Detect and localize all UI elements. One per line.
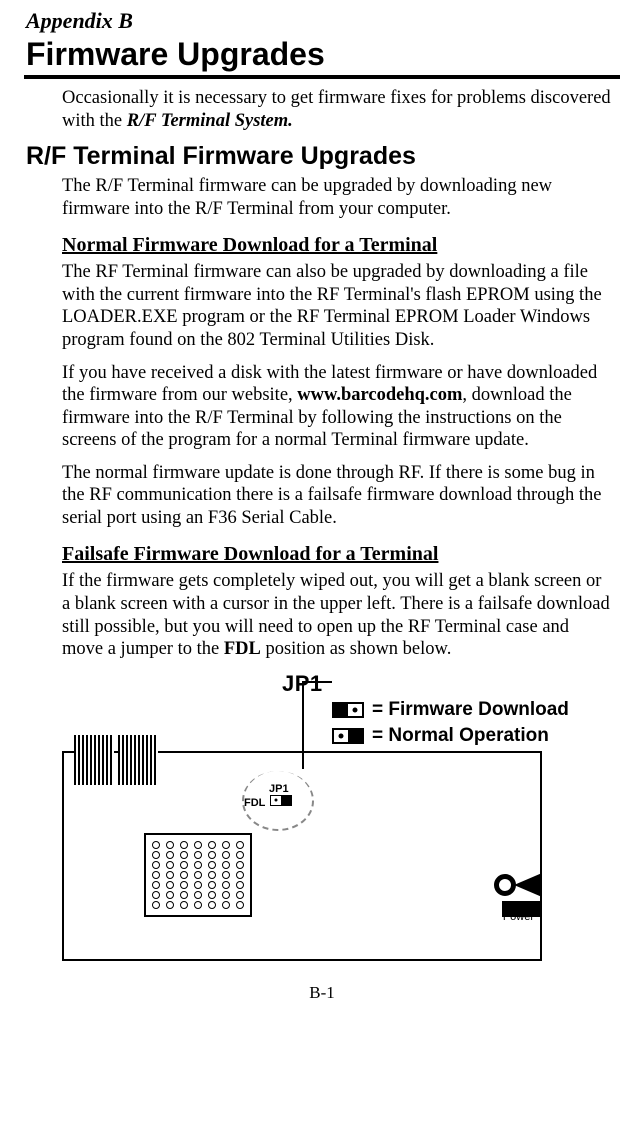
intro-paragraph: Occasionally it is necessary to get firm…	[62, 87, 614, 132]
pin	[180, 871, 188, 879]
board-outline: JP1 FDL Power	[62, 751, 542, 961]
pin	[222, 871, 230, 879]
power-ring-icon	[494, 874, 516, 896]
p4: The normal firmware update is done throu…	[62, 462, 614, 530]
legend2-text: = Normal Operation	[372, 725, 549, 747]
pin	[180, 841, 188, 849]
section-body: The R/F Terminal firmware can be upgrade…	[62, 175, 614, 661]
pin	[236, 861, 244, 869]
pin	[208, 891, 216, 899]
p5: If the firmware gets completely wiped ou…	[62, 570, 614, 660]
pin	[166, 841, 174, 849]
fdl-label: FDL	[244, 797, 265, 809]
leader-line-v	[302, 681, 304, 769]
pin	[208, 841, 216, 849]
pin	[194, 901, 202, 909]
pin-row	[152, 901, 244, 909]
intro-emph: R/F Terminal System.	[127, 111, 293, 131]
pin	[166, 881, 174, 889]
pin	[236, 851, 244, 859]
pin	[208, 901, 216, 909]
pin	[180, 901, 188, 909]
section-heading: R/F Terminal Firmware Upgrades	[26, 142, 620, 171]
power-plug-icon	[514, 873, 542, 897]
pin	[194, 841, 202, 849]
pin	[166, 861, 174, 869]
pin	[222, 901, 230, 909]
chip-2	[118, 735, 158, 785]
p3: If you have received a disk with the lat…	[62, 362, 614, 452]
jumper-icon-firmware	[332, 702, 364, 718]
pin-grid	[144, 833, 252, 917]
pin	[152, 881, 160, 889]
p2: The RF Terminal firmware can also be upg…	[62, 261, 614, 351]
pin	[152, 871, 160, 879]
appendix-label: Appendix B	[26, 8, 620, 34]
pin	[222, 891, 230, 899]
pin	[180, 861, 188, 869]
pin	[236, 841, 244, 849]
pin	[194, 851, 202, 859]
pin-row	[152, 871, 244, 879]
pin	[222, 861, 230, 869]
pin-row	[152, 851, 244, 859]
title-rule	[24, 75, 620, 79]
pin	[152, 861, 160, 869]
p1: The R/F Terminal firmware can be upgrade…	[62, 175, 614, 220]
page-title: Firmware Upgrades	[26, 36, 620, 73]
leader-line-h	[304, 681, 332, 683]
chips	[74, 735, 158, 785]
pin-row	[152, 841, 244, 849]
pin	[166, 901, 174, 909]
pin	[222, 841, 230, 849]
subhead-2: Failsafe Firmware Download for a Termina…	[62, 543, 614, 566]
pin-row	[152, 861, 244, 869]
pin	[236, 871, 244, 879]
pin	[194, 891, 202, 899]
pin	[180, 851, 188, 859]
pin	[236, 901, 244, 909]
pin	[208, 871, 216, 879]
legend-row-1: = Firmware Download	[332, 699, 622, 721]
pin	[152, 851, 160, 859]
pin	[166, 891, 174, 899]
pin-row	[152, 891, 244, 899]
diagram: JP1 = Firmware Download = Normal Operati…	[62, 671, 622, 961]
p5-c: position as shown below.	[261, 639, 451, 659]
pin	[222, 851, 230, 859]
pin	[166, 871, 174, 879]
jp1-label: JP1	[282, 671, 622, 697]
pin	[222, 881, 230, 889]
pin	[152, 901, 160, 909]
pin	[194, 861, 202, 869]
chip-1	[74, 735, 114, 785]
jp1-small-label: JP1	[269, 783, 289, 795]
pin	[208, 861, 216, 869]
pin	[236, 891, 244, 899]
pin	[208, 851, 216, 859]
pin	[194, 881, 202, 889]
page: Appendix B Firmware Upgrades Occasionall…	[0, 0, 644, 1023]
pin	[166, 851, 174, 859]
pin	[194, 871, 202, 879]
legend1-text: = Firmware Download	[372, 699, 569, 721]
pin-row	[152, 881, 244, 889]
intro-block: Occasionally it is necessary to get firm…	[62, 87, 614, 132]
legend-row-2: = Normal Operation	[332, 725, 622, 747]
page-number: B-1	[24, 983, 620, 1003]
pin	[236, 881, 244, 889]
pin	[180, 881, 188, 889]
jp1-jumper-small	[270, 795, 292, 806]
pin	[152, 891, 160, 899]
power-label: Power	[503, 911, 534, 923]
p3-url: www.barcodehq.com	[297, 385, 462, 405]
pin	[180, 891, 188, 899]
subhead-1: Normal Firmware Download for a Terminal	[62, 234, 614, 257]
pin	[208, 881, 216, 889]
p5-b: FDL	[224, 639, 261, 659]
pin	[152, 841, 160, 849]
jumper-icon-normal	[332, 728, 364, 744]
